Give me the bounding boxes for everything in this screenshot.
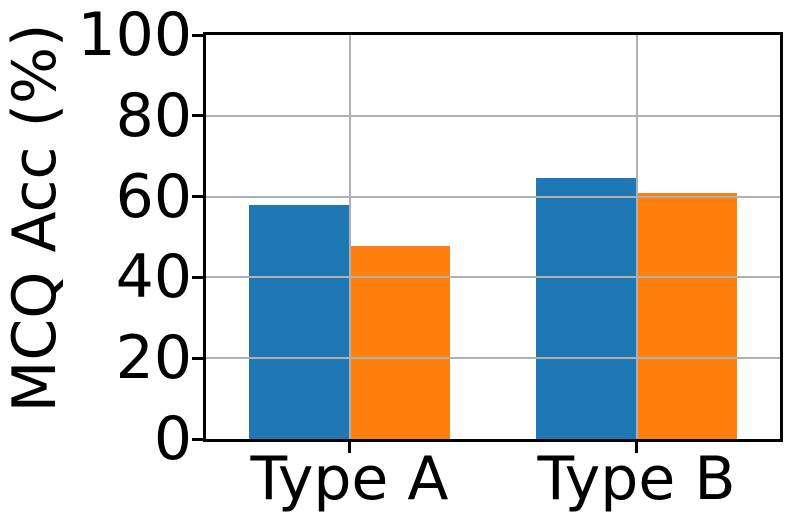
x-tick-mark [348, 442, 351, 453]
v-gridline [348, 35, 351, 439]
bar [636, 192, 737, 439]
y-axis-label: MCQ Acc (%) [0, 23, 70, 413]
v-gridline [635, 35, 638, 439]
y-tick-label: 0 [153, 404, 192, 474]
y-tick-mark [192, 275, 203, 279]
bar [249, 204, 350, 439]
x-tick-mark [635, 442, 638, 453]
y-tick-label: 40 [115, 242, 192, 313]
h-gridline [206, 276, 780, 279]
y-tick-mark [192, 437, 203, 441]
bar [536, 178, 637, 439]
plot-area [203, 32, 783, 442]
h-gridline [206, 357, 780, 360]
bar [349, 246, 450, 439]
x-tick-label: Type A [250, 444, 449, 514]
y-tick-label: 80 [115, 80, 192, 151]
h-gridline [206, 114, 780, 117]
x-tick-label: Type B [537, 444, 736, 514]
y-tick-mark [192, 356, 203, 360]
h-gridline [206, 195, 780, 198]
y-tick-mark [192, 114, 203, 118]
y-tick-label: 20 [115, 323, 192, 394]
bars-layer [206, 35, 780, 439]
y-tick-mark [192, 33, 203, 37]
y-tick-label: 60 [115, 161, 192, 232]
y-tick-label: 100 [77, 0, 192, 70]
grid-layer [206, 35, 780, 439]
y-tick-mark [192, 195, 203, 199]
